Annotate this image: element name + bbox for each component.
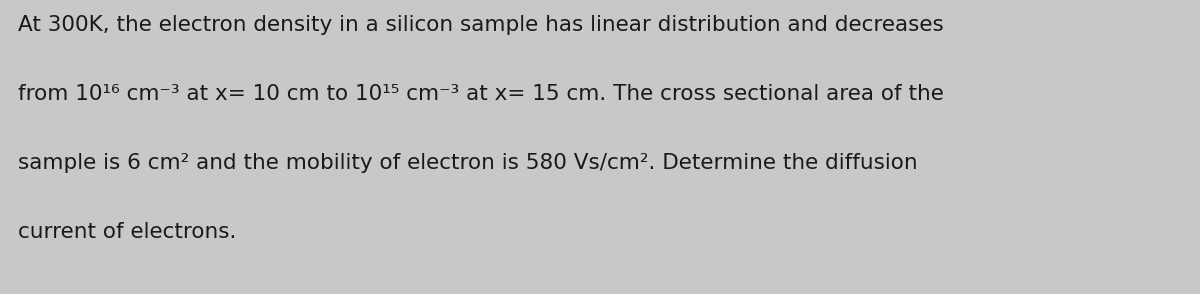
- Text: current of electrons.: current of electrons.: [18, 222, 236, 242]
- Text: At 300K, the electron density in a silicon sample has linear distribution and de: At 300K, the electron density in a silic…: [18, 15, 943, 35]
- Text: sample is 6 cm² and the mobility of electron is 580 Vs/cm². Determine the diffus: sample is 6 cm² and the mobility of elec…: [18, 153, 918, 173]
- Text: from 10¹⁶ cm⁻³ at x= 10 cm to 10¹⁵ cm⁻³ at x= 15 cm. The cross sectional area of: from 10¹⁶ cm⁻³ at x= 10 cm to 10¹⁵ cm⁻³ …: [18, 84, 944, 104]
